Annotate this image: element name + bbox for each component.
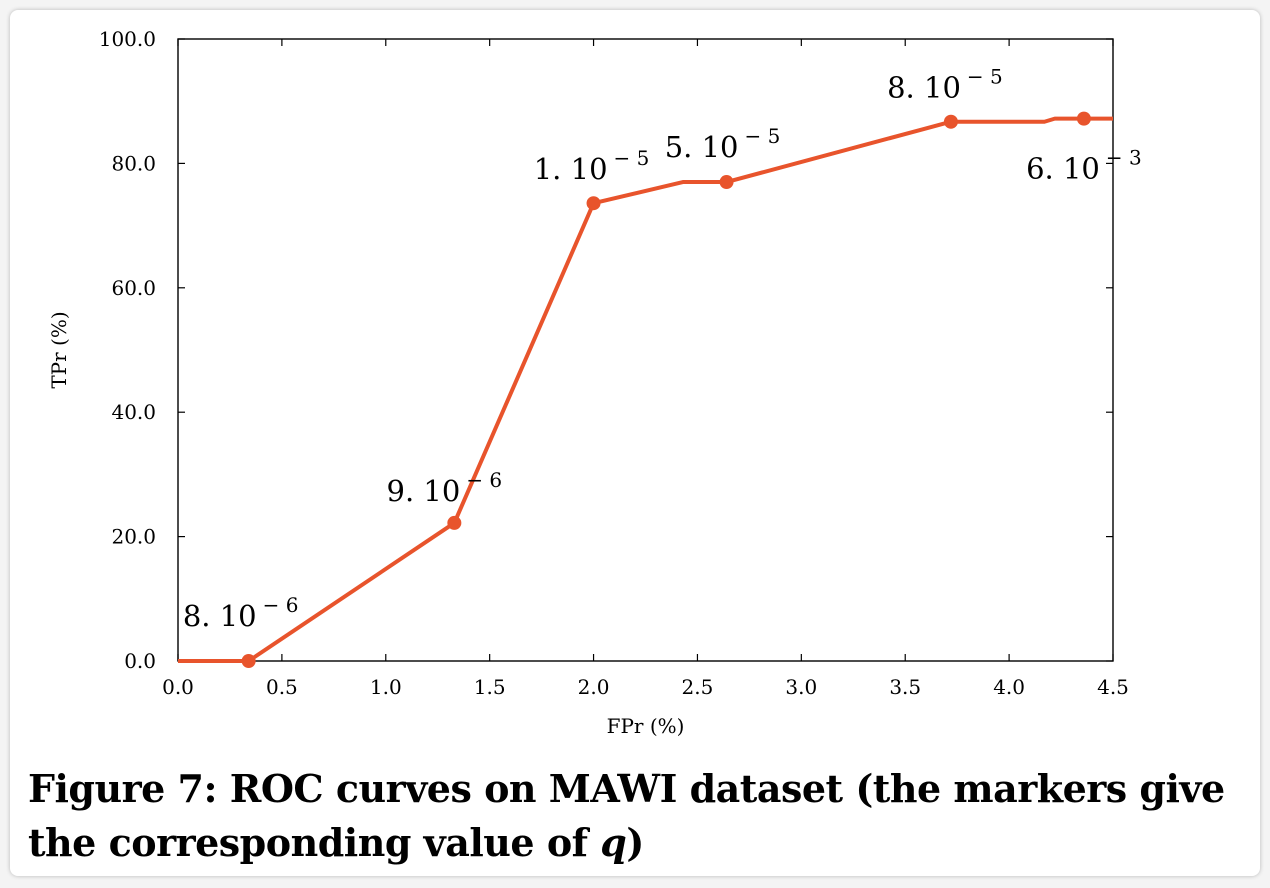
y-tick-label: 20.0 — [111, 525, 156, 549]
x-axis-label: FPr (%) — [607, 714, 685, 738]
q-value-exponent: − 6 — [466, 468, 502, 492]
x-tick-label: 3.5 — [889, 675, 921, 699]
q-value-base: 5. 10 — [665, 130, 739, 164]
caption-label: Figure 7: — [28, 766, 218, 811]
roc-curve-line — [178, 116, 1113, 663]
caption-close: ) — [626, 820, 644, 865]
caption-text: ROC curves on MAWI dataset (the markers … — [28, 766, 1225, 865]
y-tick-label: 40.0 — [111, 400, 156, 424]
q-value-label: 5. 10− 5 — [665, 124, 781, 164]
y-tick-label: 100.0 — [99, 27, 156, 51]
series-layer — [178, 116, 1113, 663]
q-value-exponent: − 6 — [263, 593, 299, 617]
figure-caption: Figure 7: ROC curves on MAWI dataset (th… — [28, 762, 1253, 870]
data-point-marker — [1076, 111, 1091, 126]
q-value-label: 9. 10− 6 — [387, 468, 503, 508]
q-value-label: 1. 10− 5 — [534, 146, 650, 186]
q-value-exponent: − 5 — [614, 146, 650, 170]
q-value-base: 8. 10 — [183, 599, 257, 633]
markers-layer: 8. 10− 69. 10− 61. 10− 5 5. 10− 58. 10− 5… — [183, 65, 1142, 668]
q-value-base: 1. 10 — [534, 152, 608, 186]
data-point-marker — [719, 175, 734, 190]
x-tick-label: 4.5 — [1097, 675, 1129, 699]
q-value-base: 9. 10 — [387, 474, 461, 508]
q-value-base: 6. 10 — [1026, 152, 1100, 186]
q-value-exponent: − 5 — [967, 65, 1003, 89]
q-value-label: 8. 10− 6 — [183, 593, 299, 633]
y-tick-label: 60.0 — [111, 276, 156, 300]
q-value-base: 8. 10 — [887, 71, 961, 105]
x-tick-label: 0.5 — [266, 675, 298, 699]
x-tick-label: 3.0 — [785, 675, 817, 699]
axes-layer: 0.0 0.5 1.0 1.5 2.0 2.5 3.0 3.5 4.0 4.5 0.0 20.0 40.… — [47, 27, 1129, 738]
x-tick-label: 2.0 — [578, 675, 610, 699]
data-point-marker — [586, 196, 601, 211]
q-value-label: 6. 10− 3 — [1026, 146, 1142, 186]
y-tick-label: 0.0 — [124, 649, 156, 673]
q-value-exponent: − 3 — [1106, 146, 1142, 170]
plot-frame — [177, 38, 1114, 662]
caption-variable: q — [600, 820, 627, 865]
y-tick-label: 80.0 — [111, 151, 156, 175]
roc-chart: 0.0 0.5 1.0 1.5 2.0 2.5 3.0 3.5 4.0 4.5 0.0 20.0 40.… — [47, 27, 1142, 738]
figure-card: 0.0 0.5 1.0 1.5 2.0 2.5 3.0 3.5 4.0 4.5 0.0 20.0 40.… — [10, 10, 1260, 876]
x-tick-label: 0.0 — [162, 675, 194, 699]
x-tick-label: 1.5 — [474, 675, 506, 699]
data-point-marker — [241, 654, 256, 668]
q-value-label: 8. 10− 5 — [887, 65, 1003, 105]
y-axis-label: TPr (%) — [47, 311, 71, 388]
data-point-marker — [447, 515, 462, 530]
x-tick-label: 1.0 — [370, 675, 402, 699]
x-tick-label: 4.0 — [993, 675, 1025, 699]
data-point-marker — [943, 114, 958, 129]
x-tick-label: 2.5 — [682, 675, 714, 699]
q-value-exponent: − 5 — [745, 124, 781, 148]
